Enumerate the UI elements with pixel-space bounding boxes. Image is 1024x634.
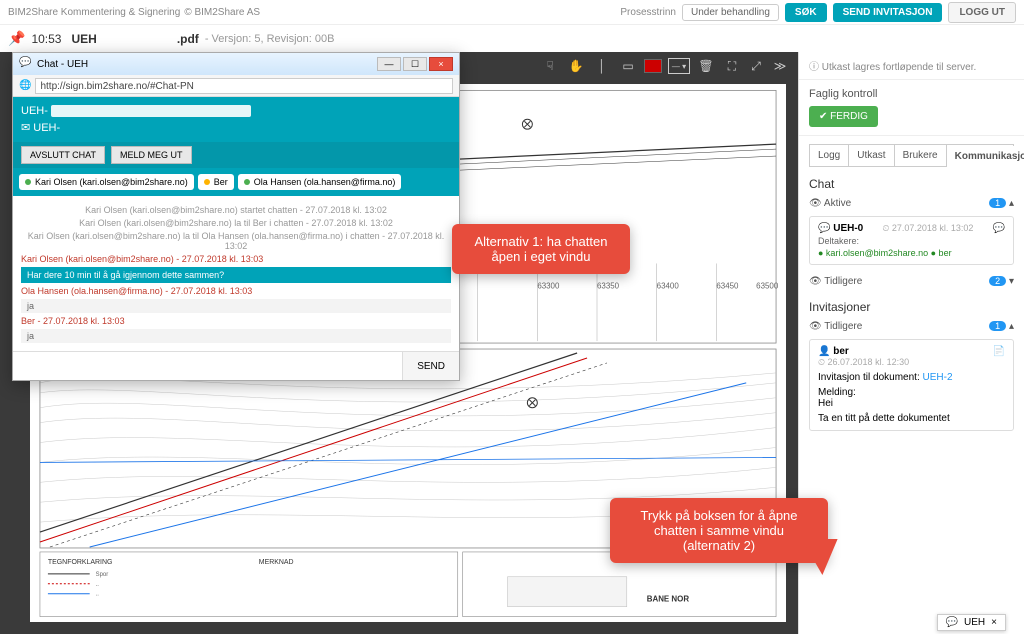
chat-titlebar[interactable]: 💬 Chat - UEH — ☐ × — [13, 53, 459, 75]
chat-log-line: Kari Olsen (kari.olsen@bim2share.no) - 2… — [21, 254, 451, 264]
inv-heading: Invitasjoner — [809, 300, 1014, 314]
chat-input[interactable] — [13, 352, 402, 380]
tab-logg[interactable]: Logg — [810, 145, 849, 166]
svg-text:63500: 63500 — [756, 281, 779, 290]
chat-log-line: Kari Olsen (kari.olsen@bim2share.no) sta… — [21, 205, 451, 215]
tab-brukere[interactable]: Brukere — [895, 145, 947, 166]
chat-log-line: ja — [21, 329, 451, 343]
send-invitation-button[interactable]: SEND INVITASJON — [833, 3, 943, 22]
svg-text:TEGNFORKLARING: TEGNFORKLARING — [48, 559, 113, 566]
side-tabs: Logg Utkast Brukere Kommunikasjon — [809, 144, 1014, 167]
tab-utkast[interactable]: Utkast — [849, 145, 894, 166]
chat-dock-button[interactable]: 💬 UEH × — [937, 614, 1006, 631]
svg-text:63350: 63350 — [597, 281, 620, 290]
maximize-button[interactable]: ☐ — [403, 57, 427, 71]
svg-text:MERKNAD: MERKNAD — [259, 559, 294, 566]
chat-log-line: Ola Hansen (ola.hansen@firma.no) - 27.07… — [21, 286, 451, 296]
globe-icon: 🌐 — [19, 80, 31, 91]
copyright: © BIM2Share AS — [184, 7, 260, 18]
pointer-icon[interactable]: ☟ — [540, 56, 560, 76]
more-icon[interactable]: ≫ — [770, 56, 790, 76]
delete-icon[interactable]: 🗑 — [696, 56, 716, 76]
status-select[interactable]: Under behandling — [682, 4, 779, 21]
aktive-row[interactable]: 👁 Aktive 1 ▴ — [809, 195, 1014, 212]
chat-popup-window: 💬 Chat - UEH — ☐ × 🌐 http://sign.bim2sha… — [12, 52, 460, 381]
rect-icon[interactable]: ▭ — [618, 56, 638, 76]
chat-log-line: Kari Olsen (kari.olsen@bim2share.no) la … — [21, 231, 451, 251]
pin-icon: 📌 — [8, 30, 25, 47]
chat-dock-icon: 💬 — [946, 617, 958, 628]
chat-log-line: ja — [21, 299, 451, 313]
chat-log: Kari Olsen (kari.olsen@bim2share.no) sta… — [13, 196, 459, 351]
svg-text:BANE NOR: BANE NOR — [647, 595, 690, 604]
pan-icon[interactable]: ✋ — [566, 56, 586, 76]
chat-window-title: Chat - UEH — [37, 59, 88, 70]
inv-doc-link[interactable]: UEH-2 — [923, 372, 953, 383]
chat-user: Kari Olsen (kari.olsen@bim2share.no) — [19, 174, 194, 190]
chat-user: Ola Hansen (ola.hansen@firma.no) — [238, 174, 402, 190]
invitation-card[interactable]: 👤 ber📄 ⏲ 26.07.2018 kl. 12:30 Invitasjon… — [809, 339, 1014, 431]
chat-url[interactable]: http://sign.bim2share.no/#Chat-PN — [35, 78, 453, 94]
minimize-button[interactable]: — — [377, 57, 401, 71]
callout-2: Trykk på boksen for å åpne chatten i sam… — [610, 498, 828, 563]
ferdig-button[interactable]: ✔ FERDIG — [809, 106, 878, 127]
meld-meg-ut-button[interactable]: MELD MEG UT — [111, 146, 192, 164]
chat-card[interactable]: 💬 UEH-0 ⏲ 27.07.2018 kl. 13:02 💬 Deltake… — [809, 216, 1014, 265]
svg-text:63450: 63450 — [716, 281, 739, 290]
close-button[interactable]: × — [429, 57, 453, 71]
avslutt-chat-button[interactable]: AVSLUTT CHAT — [21, 146, 105, 164]
line-icon[interactable]: │ — [592, 56, 612, 76]
doc-ext: .pdf — [177, 32, 199, 46]
tidligere-row[interactable]: 👁 Tidligere 2 ▾ — [809, 273, 1014, 290]
expand-icon[interactable]: ⤢ — [746, 56, 766, 76]
chat-log-line: Kari Olsen (kari.olsen@bim2share.no) la … — [21, 218, 451, 228]
fullscreen-icon[interactable]: ⛶ — [722, 56, 742, 76]
chat-send-button[interactable]: SEND — [402, 352, 459, 380]
tab-kommunikasjon[interactable]: Kommunikasjon — [947, 146, 1024, 167]
svg-text:63300: 63300 — [537, 281, 560, 290]
chat-user: Ber — [198, 174, 234, 190]
faglig-label: Faglig kontroll — [809, 88, 1014, 100]
linewidth-select[interactable]: — ▾ — [668, 58, 690, 74]
autosave-note: ⓘ Utkast lagres fortløpende til server. — [799, 52, 1024, 80]
svg-text:63400: 63400 — [657, 281, 680, 290]
svg-text:..: .. — [96, 592, 100, 598]
svg-text:Spor: Spor — [96, 572, 109, 578]
chat-log-line: Ber - 27.07.2018 kl. 13:03 — [21, 316, 451, 326]
app-title: BIM2Share Kommentering & Signering — [8, 7, 180, 18]
chat-dock-close-icon[interactable]: × — [991, 617, 997, 628]
search-button[interactable]: SØK — [785, 3, 827, 22]
callout-1: Alternativ 1: ha chatten åpen i eget vin… — [452, 224, 630, 274]
chat-header: UEH- ✉ UEH- — [13, 97, 459, 142]
chat-icon: 💬 — [19, 57, 33, 71]
process-label: Prosesstrinn — [620, 7, 676, 18]
time: 10:53 — [31, 32, 61, 46]
logout-button[interactable]: LOGG UT — [948, 2, 1016, 23]
doc-name: UEH — [71, 32, 96, 46]
chat-log-line: Har dere 10 min til å gå igjennom dette … — [21, 267, 451, 283]
doc-meta: - Versjon: 5, Revisjon: 00B — [205, 33, 335, 45]
color-swatch[interactable] — [644, 59, 662, 73]
inv-tidligere-row[interactable]: 👁 Tidligere 1 ▴ — [809, 318, 1014, 335]
chat-heading: Chat — [809, 177, 1014, 191]
chat-users: Kari Olsen (kari.olsen@bim2share.no)BerO… — [13, 168, 459, 196]
svg-text:..: .. — [96, 582, 100, 588]
